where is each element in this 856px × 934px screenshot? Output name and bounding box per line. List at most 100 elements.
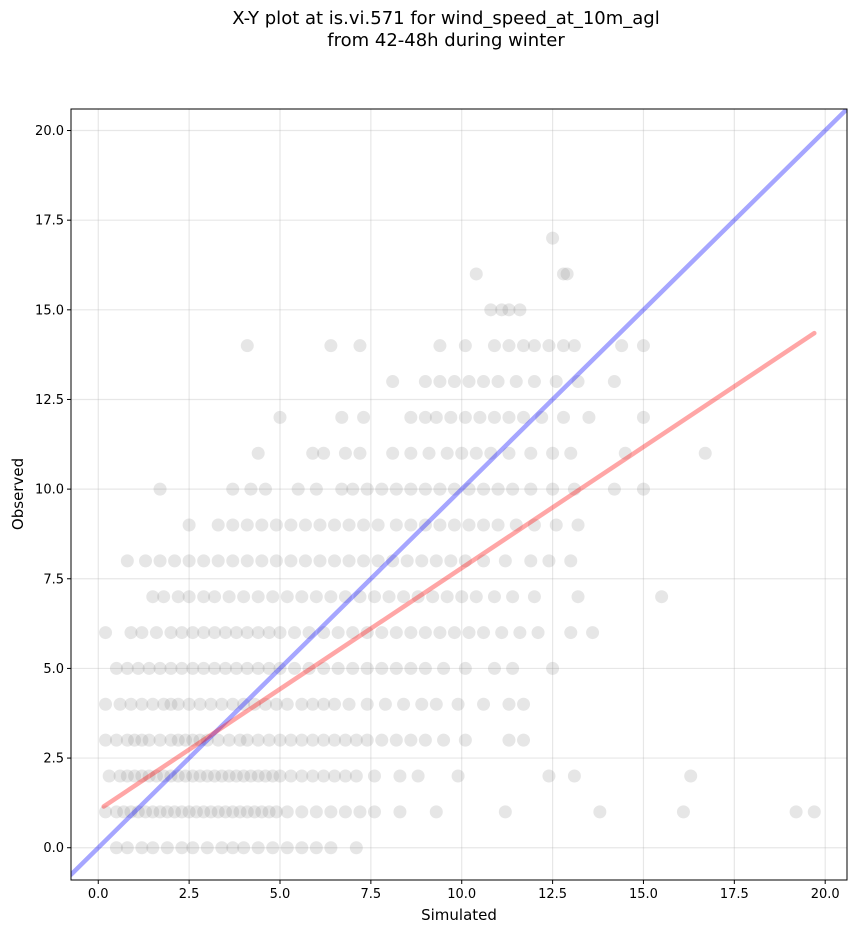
- y-tick-label: 0.0: [43, 841, 64, 856]
- data-point: [153, 482, 167, 496]
- x-tick-label: 5.0: [270, 887, 291, 902]
- data-point: [458, 554, 472, 568]
- data-point: [197, 661, 211, 675]
- data-point: [517, 697, 531, 711]
- data-point: [567, 482, 581, 496]
- data-point: [378, 697, 392, 711]
- data-point: [291, 482, 305, 496]
- data-point: [211, 733, 225, 747]
- data-point: [182, 697, 196, 711]
- data-point: [251, 661, 265, 675]
- grid: [71, 109, 847, 880]
- data-point: [240, 554, 254, 568]
- data-point: [251, 769, 265, 783]
- data-point: [240, 518, 254, 532]
- data-point: [353, 805, 367, 819]
- data-point: [429, 554, 443, 568]
- y-tick-label: 15.0: [35, 303, 64, 318]
- data-point: [240, 661, 254, 675]
- data-point: [99, 805, 113, 819]
- data-point: [346, 626, 360, 640]
- data-point: [237, 590, 251, 604]
- data-point: [226, 841, 240, 855]
- y-axis-label: Observed: [9, 458, 27, 530]
- data-point: [178, 769, 192, 783]
- data-point: [386, 375, 400, 389]
- data-point: [139, 554, 153, 568]
- data-point: [367, 590, 381, 604]
- y-tick-label: 2.5: [43, 752, 64, 767]
- data-point: [215, 697, 229, 711]
- data-point: [157, 697, 171, 711]
- data-point: [415, 554, 429, 568]
- data-point: [509, 518, 523, 532]
- data-point: [531, 626, 545, 640]
- data-point: [513, 303, 527, 317]
- data-point: [233, 805, 247, 819]
- data-point: [342, 697, 356, 711]
- data-point: [567, 769, 581, 783]
- data-point: [120, 661, 134, 675]
- data-point: [124, 697, 138, 711]
- data-point: [266, 841, 280, 855]
- data-point: [437, 661, 451, 675]
- data-point: [149, 626, 163, 640]
- x-tick-label: 17.5: [720, 887, 749, 902]
- plot-frame: [70, 108, 848, 881]
- data-point: [258, 769, 272, 783]
- data-point: [99, 626, 113, 640]
- data-point: [99, 733, 113, 747]
- data-point: [211, 554, 225, 568]
- data-point: [404, 482, 418, 496]
- data-point: [502, 303, 516, 317]
- data-point: [338, 805, 352, 819]
- data-point: [353, 339, 367, 353]
- data-point: [295, 841, 309, 855]
- data-point: [149, 769, 163, 783]
- data-point: [146, 841, 160, 855]
- data-point: [204, 805, 218, 819]
- data-point: [386, 554, 400, 568]
- data-point: [262, 626, 276, 640]
- data-point: [360, 482, 374, 496]
- data-point: [135, 626, 149, 640]
- data-point: [273, 769, 287, 783]
- data-point: [273, 733, 287, 747]
- data-point: [109, 733, 123, 747]
- data-point: [317, 697, 331, 711]
- data-point: [273, 410, 287, 424]
- data-point: [411, 590, 425, 604]
- data-point: [226, 697, 240, 711]
- data-point: [433, 482, 447, 496]
- data-point: [102, 769, 116, 783]
- data-point: [171, 733, 185, 747]
- data-point: [164, 661, 178, 675]
- data-point: [458, 661, 472, 675]
- data-point: [197, 554, 211, 568]
- data-point: [418, 482, 432, 496]
- x-tick-label: 0.0: [88, 887, 109, 902]
- data-point: [440, 446, 454, 460]
- data-point: [338, 446, 352, 460]
- data-point: [353, 446, 367, 460]
- x-tick-label: 7.5: [361, 887, 382, 902]
- data-point: [607, 375, 621, 389]
- data-point: [564, 446, 578, 460]
- data-point: [244, 769, 258, 783]
- data-point: [295, 733, 309, 747]
- data-point: [487, 590, 501, 604]
- data-point: [455, 590, 469, 604]
- data-point: [186, 841, 200, 855]
- data-point: [182, 554, 196, 568]
- data-point: [168, 554, 182, 568]
- data-point: [324, 590, 338, 604]
- data-point: [266, 769, 280, 783]
- data-point: [418, 375, 432, 389]
- data-point: [313, 554, 327, 568]
- data-point: [226, 518, 240, 532]
- data-point: [404, 518, 418, 532]
- data-point: [251, 841, 265, 855]
- data-point: [447, 482, 461, 496]
- data-point: [208, 661, 222, 675]
- data-point: [429, 697, 443, 711]
